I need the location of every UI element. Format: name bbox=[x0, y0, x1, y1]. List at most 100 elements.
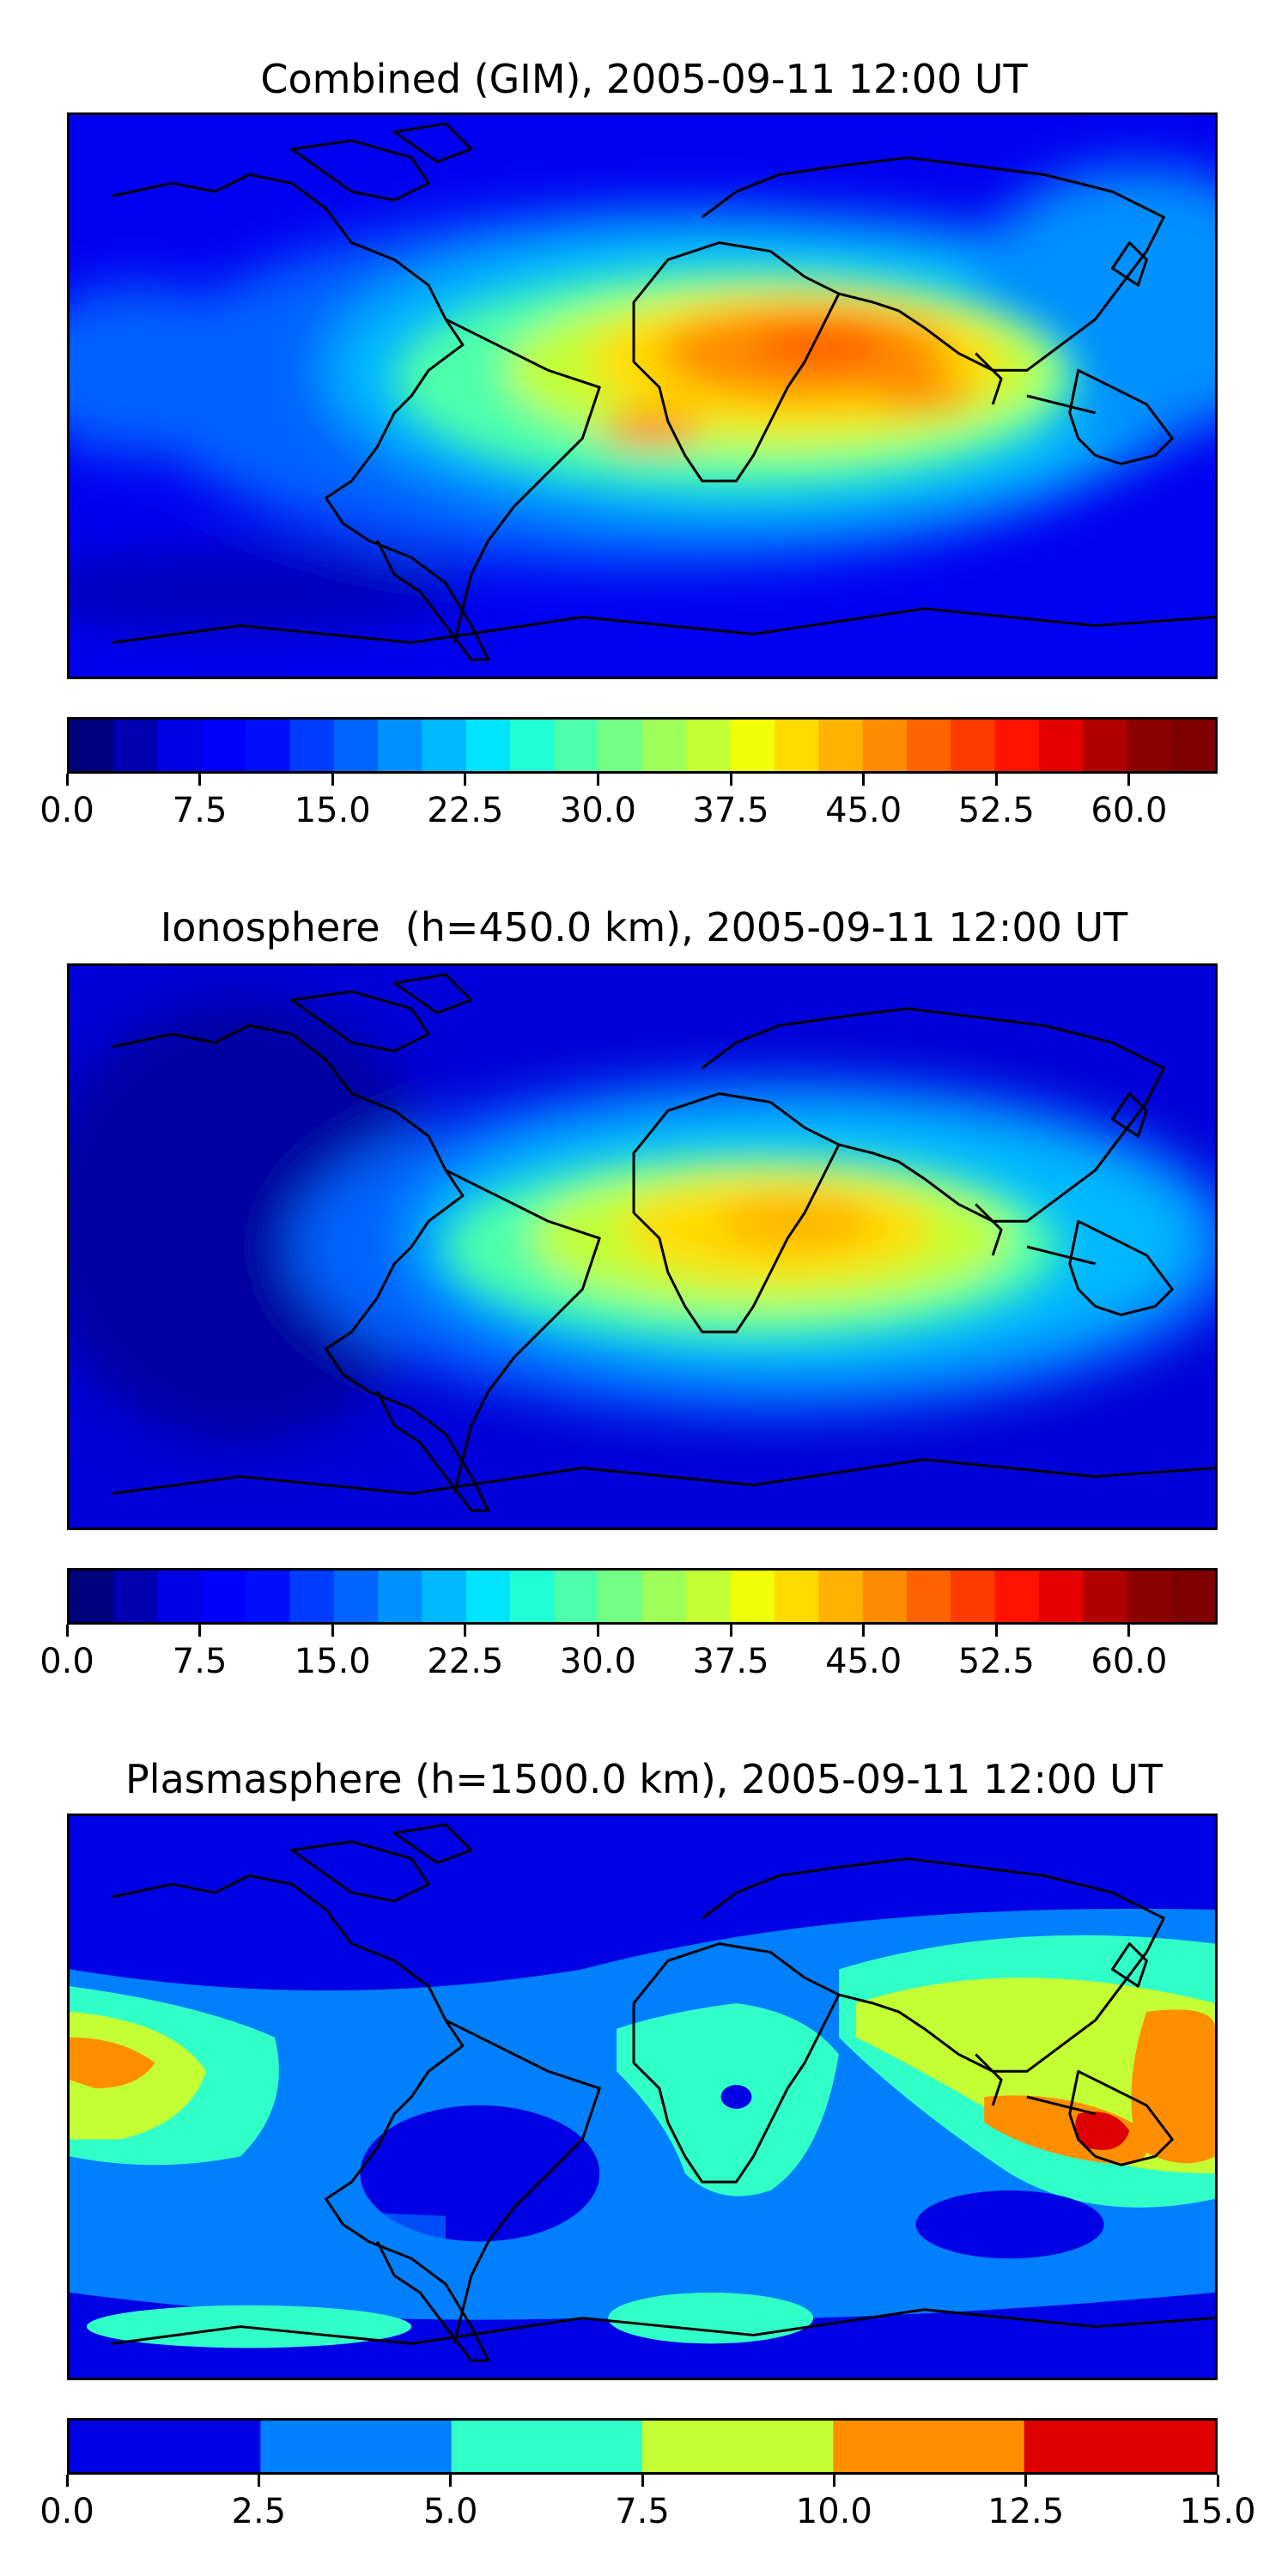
colorbar-swatch bbox=[378, 1571, 423, 1622]
colorbar-swatch bbox=[465, 720, 511, 771]
colorbar-swatch bbox=[333, 1571, 379, 1622]
colorbar-tick-label: 5.0 bbox=[422, 2492, 478, 2531]
colorbar-tick-label: 7.5 bbox=[172, 1642, 228, 1681]
colorbar-swatch bbox=[422, 720, 467, 771]
colorbar-swatch bbox=[906, 720, 951, 771]
colorbar-swatch bbox=[642, 2421, 834, 2472]
colorbar-swatch bbox=[157, 720, 203, 771]
colorbar-swatch bbox=[730, 720, 775, 771]
colorbar-swatch bbox=[994, 720, 1040, 771]
colorbar-swatch bbox=[1024, 2421, 1215, 2472]
colorbar-swatch bbox=[451, 2421, 643, 2472]
colorbar-swatch bbox=[1170, 1571, 1215, 1622]
colorbar-swatch bbox=[774, 1571, 819, 1622]
colorbar-swatch bbox=[113, 720, 159, 771]
ionosphere-tec-field bbox=[70, 966, 1215, 1528]
colorbar-swatch bbox=[554, 720, 599, 771]
colorbar-swatch bbox=[260, 2421, 453, 2472]
colorbar-swatch bbox=[994, 1571, 1040, 1622]
combined-colorbar-ticks: 0.0 7.5 15.0 22.5 30.0 37.5 45.0 52.5 60.0 bbox=[39, 774, 1218, 830]
colorbar-swatch bbox=[510, 1571, 555, 1622]
colorbar-tick-label: 15.0 bbox=[1179, 2492, 1256, 2531]
colorbar-swatch bbox=[818, 1571, 864, 1622]
colorbar-tick-label: 22.5 bbox=[427, 1642, 504, 1681]
ionosphere-colorbar-swatches bbox=[70, 1571, 1215, 1622]
plasmasphere-colorbar-swatches bbox=[70, 2421, 1215, 2472]
colorbar-swatch bbox=[246, 1571, 291, 1622]
colorbar-tick-label: 52.5 bbox=[957, 1642, 1035, 1681]
ionosphere-map bbox=[67, 963, 1218, 1530]
colorbar-swatch bbox=[686, 1571, 732, 1622]
ionosphere-colorbar bbox=[67, 1568, 1218, 1625]
colorbar-swatch bbox=[862, 720, 908, 771]
colorbar-tick-label: 2.5 bbox=[231, 2492, 287, 2531]
colorbar-tick-label: 52.5 bbox=[957, 791, 1035, 830]
colorbar-swatch bbox=[201, 1571, 246, 1622]
colorbar-swatch bbox=[906, 1571, 951, 1622]
plasmasphere-title: Plasmasphere (h=1500.0 km), 2005-09-11 1… bbox=[125, 1756, 1163, 1802]
colorbar-swatch bbox=[862, 1571, 908, 1622]
colorbar-tick-label: 30.0 bbox=[559, 791, 636, 830]
plasmasphere-colorbar bbox=[67, 2418, 1218, 2475]
colorbar-tick-label: 37.5 bbox=[692, 1642, 769, 1681]
colorbar-swatch bbox=[1127, 1571, 1172, 1622]
colorbar-swatch bbox=[70, 1571, 114, 1622]
colorbar-swatch bbox=[774, 720, 819, 771]
plasmasphere-tec-field bbox=[70, 1816, 1215, 2378]
colorbar-swatch bbox=[289, 720, 335, 771]
colorbar-swatch bbox=[951, 720, 996, 771]
colorbar-swatch bbox=[510, 720, 555, 771]
combined-colorbar bbox=[67, 717, 1218, 774]
ionosphere-colorbar-ticks: 0.0 7.5 15.0 22.5 30.0 37.5 45.0 52.5 60.0 bbox=[39, 1625, 1218, 1681]
colorbar-swatch bbox=[1083, 1571, 1127, 1622]
combined-title: Combined (GIM), 2005-09-11 12:00 UT bbox=[260, 56, 1028, 102]
colorbar-swatch bbox=[598, 1571, 643, 1622]
colorbar-swatch bbox=[833, 2421, 1025, 2472]
colorbar-tick-label: 7.5 bbox=[615, 2492, 670, 2531]
colorbar-swatch bbox=[157, 1571, 203, 1622]
colorbar-tick-label: 22.5 bbox=[427, 791, 504, 830]
colorbar-swatch bbox=[1083, 720, 1127, 771]
colorbar-tick-label: 37.5 bbox=[692, 791, 769, 830]
colorbar-swatch bbox=[333, 720, 379, 771]
colorbar-swatch bbox=[465, 1571, 511, 1622]
colorbar-swatch bbox=[642, 720, 687, 771]
colorbar-swatch bbox=[1038, 1571, 1084, 1622]
colorbar-tick-label: 60.0 bbox=[1091, 791, 1168, 830]
combined-map bbox=[67, 112, 1218, 679]
colorbar-tick-label: 0.0 bbox=[39, 1642, 94, 1681]
colorbar-tick-label: 30.0 bbox=[559, 1642, 636, 1681]
combined-tec-field bbox=[70, 115, 1215, 677]
colorbar-swatch bbox=[730, 1571, 775, 1622]
ionosphere-title: Ionosphere (h=450.0 km), 2005-09-11 12:0… bbox=[160, 904, 1128, 951]
colorbar-tick-label: 12.5 bbox=[987, 2492, 1065, 2531]
colorbar-swatch bbox=[686, 720, 732, 771]
colorbar-tick-label: 7.5 bbox=[172, 791, 228, 830]
colorbar-swatch bbox=[70, 720, 114, 771]
colorbar-swatch bbox=[422, 1571, 467, 1622]
colorbar-swatch bbox=[642, 1571, 687, 1622]
colorbar-swatch bbox=[554, 1571, 599, 1622]
colorbar-swatch bbox=[818, 720, 864, 771]
colorbar-tick-label: 45.0 bbox=[825, 791, 902, 830]
coastline-layer bbox=[112, 122, 1215, 661]
colorbar-swatch bbox=[201, 720, 246, 771]
colorbar-swatch bbox=[951, 1571, 996, 1622]
colorbar-swatch bbox=[1038, 720, 1084, 771]
colorbar-tick-label: 15.0 bbox=[294, 791, 371, 830]
colorbar-tick-label: 0.0 bbox=[39, 791, 94, 830]
colorbar-swatch bbox=[378, 720, 423, 771]
colorbar-tick-label: 15.0 bbox=[294, 1642, 371, 1681]
combined-colorbar-swatches bbox=[70, 720, 1215, 771]
plasmasphere-map bbox=[67, 1814, 1218, 2380]
colorbar-swatch bbox=[598, 720, 643, 771]
colorbar-swatch bbox=[289, 1571, 335, 1622]
colorbar-swatch bbox=[246, 720, 291, 771]
colorbar-swatch bbox=[1127, 720, 1172, 771]
colorbar-tick-label: 0.0 bbox=[39, 2492, 94, 2531]
colorbar-swatch bbox=[1170, 720, 1215, 771]
colorbar-tick-label: 60.0 bbox=[1091, 1642, 1168, 1681]
colorbar-tick-label: 10.0 bbox=[795, 2492, 872, 2531]
colorbar-swatch bbox=[113, 1571, 159, 1622]
colorbar-tick-label: 45.0 bbox=[825, 1642, 902, 1681]
